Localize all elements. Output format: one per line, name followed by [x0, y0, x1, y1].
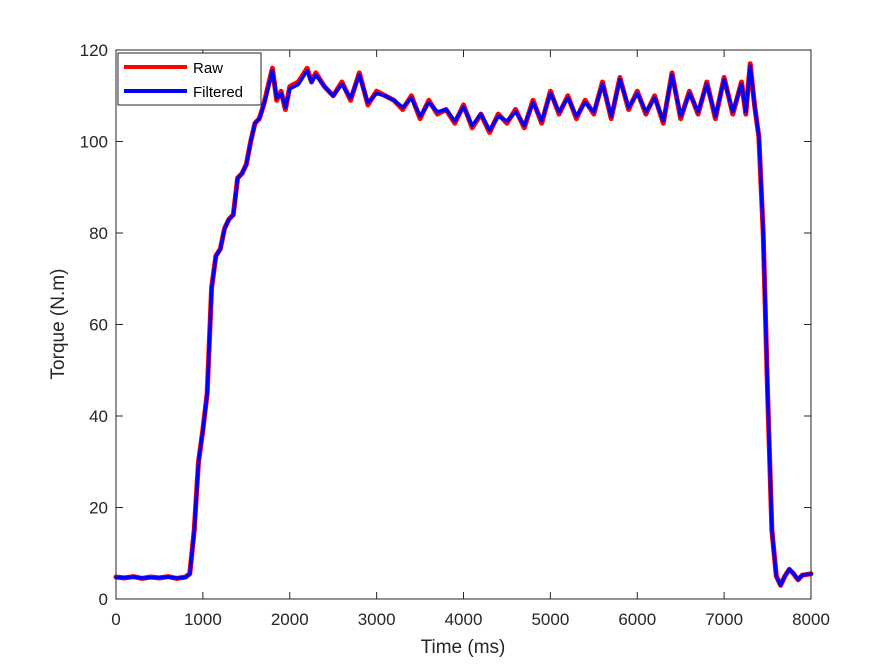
x-axis-title: Time (ms)	[421, 637, 506, 658]
y-tick-label: 80	[89, 224, 108, 243]
x-tick-label: 4000	[445, 610, 483, 629]
x-tick-label: 2000	[271, 610, 309, 629]
x-tick-label: 7000	[705, 610, 743, 629]
legend-box	[117, 52, 262, 106]
y-tick-label: 120	[80, 41, 108, 60]
series-layer	[113, 61, 814, 588]
x-tick-label: 5000	[531, 610, 569, 629]
y-tick-label: 40	[89, 407, 108, 426]
x-tick-label: 6000	[618, 610, 656, 629]
x-tick-label: 8000	[792, 610, 830, 629]
x-tick-label: 3000	[358, 610, 396, 629]
y-tick-label: 0	[99, 590, 108, 609]
x-tick-label: 0	[111, 610, 120, 629]
y-tick-label: 60	[89, 316, 108, 335]
y-axis-title: Torque (N.m)	[48, 269, 69, 380]
legend: Raw Filtered	[117, 52, 262, 106]
y-axis-ticks: 0 20 40 60 80 100 120	[80, 41, 811, 609]
y-tick-label: 20	[89, 499, 108, 518]
x-tick-label: 1000	[184, 610, 222, 629]
plot-area	[116, 50, 811, 599]
x-axis-ticks: 0 1000 2000 3000 4000 5000 6000 7000 8000	[111, 50, 830, 629]
series-line-filtered	[114, 64, 813, 588]
legend-label-raw: Raw	[193, 60, 223, 77]
y-tick-label: 100	[80, 133, 108, 152]
legend-label-filtered: Filtered	[193, 84, 243, 101]
